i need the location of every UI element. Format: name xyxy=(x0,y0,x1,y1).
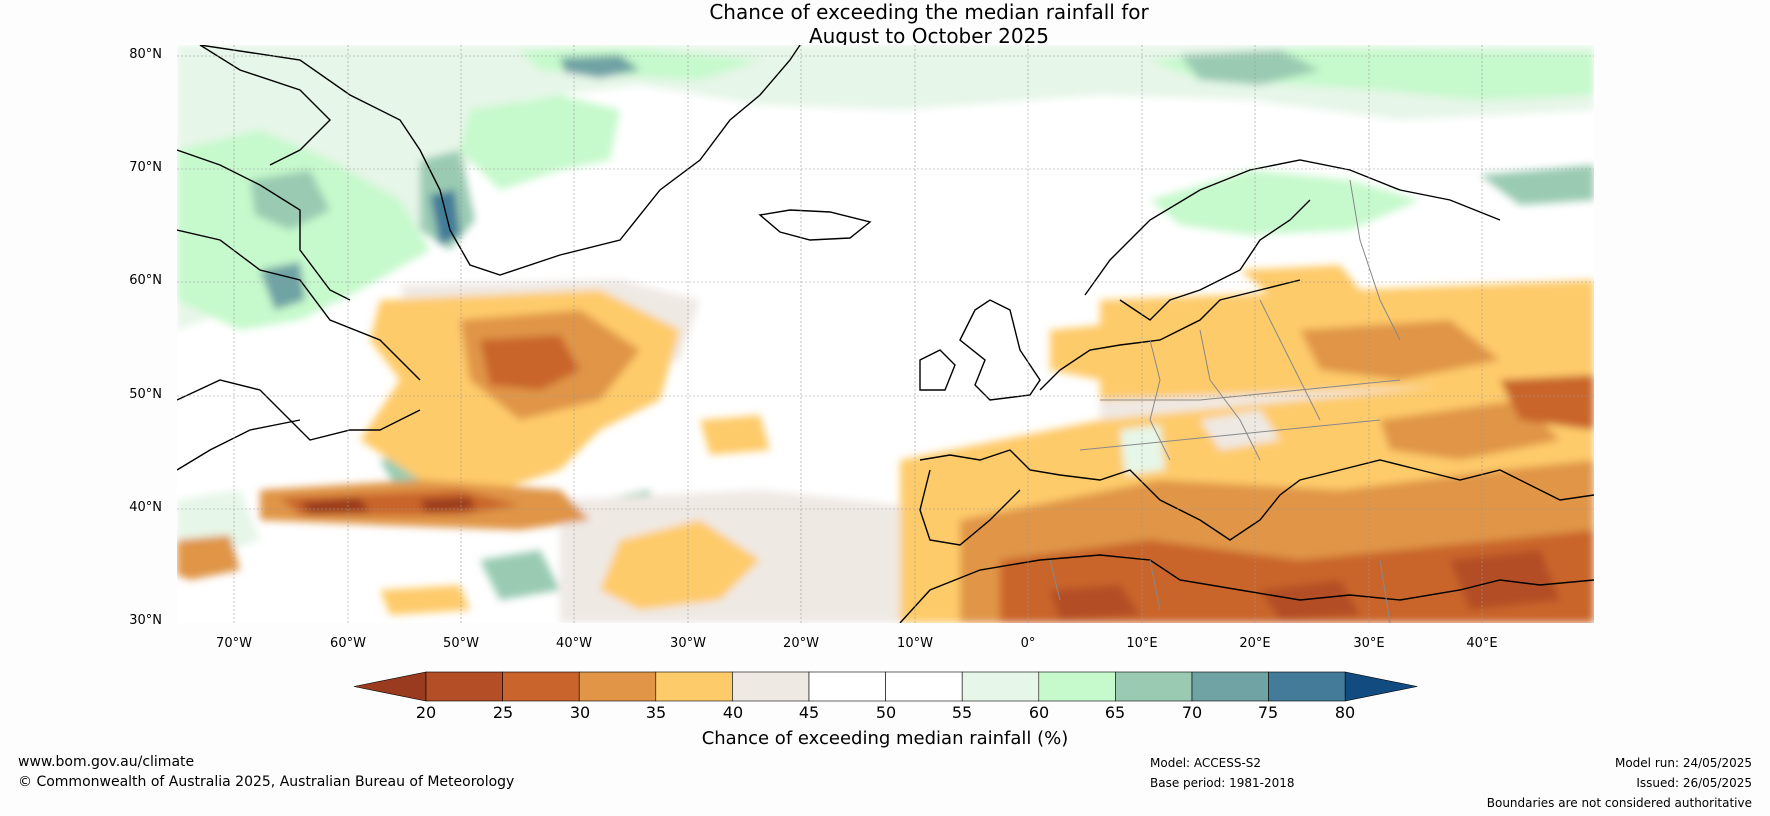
colorbar-tick: 75 xyxy=(1257,703,1279,722)
colorbar-segment xyxy=(1038,671,1116,702)
colorbar-tick: 50 xyxy=(875,703,897,722)
colorbar-segment xyxy=(1191,671,1269,702)
footer-base-period: Base period: 1981-2018 xyxy=(1150,776,1295,790)
colorbar-tick: 30 xyxy=(569,703,591,722)
footer-disclaimer: Boundaries are not considered authoritat… xyxy=(1486,796,1752,810)
graticule xyxy=(177,45,1594,623)
colorbar-extend-high xyxy=(1344,671,1418,702)
lon-label-20w: 20°W xyxy=(783,636,819,651)
colorbar-segment xyxy=(1268,671,1346,702)
lon-label-50w: 50°W xyxy=(443,636,479,651)
lon-label-40w: 40°W xyxy=(556,636,592,651)
colorbar-tick: 25 xyxy=(492,703,514,722)
lat-label-40n: 40°N xyxy=(129,500,162,515)
colorbar-segment xyxy=(732,671,810,702)
colorbar-tick: 35 xyxy=(645,703,667,722)
colorbar-tick: 55 xyxy=(951,703,973,722)
colorbar-segment xyxy=(655,671,733,702)
footer-website: www.bom.gov.au/climate xyxy=(18,754,195,770)
footer-issued: Issued: 26/05/2025 xyxy=(1636,776,1752,790)
lon-label-60w: 60°W xyxy=(330,636,366,651)
colorbar-tick: 65 xyxy=(1104,703,1126,722)
footer-model: Model: ACCESS-S2 xyxy=(1150,756,1262,770)
lat-label-70n: 70°N xyxy=(129,160,162,175)
lon-label-40e: 40°E xyxy=(1466,636,1498,651)
title-line-2: August to October 2025 xyxy=(808,24,1050,48)
colorbar-segment xyxy=(885,671,963,702)
colorbar-segment xyxy=(808,671,886,702)
colorbar xyxy=(353,671,1418,702)
footer-copyright: © Commonwealth of Australia 2025, Austra… xyxy=(18,774,515,790)
lon-label-0: 0° xyxy=(1020,636,1036,651)
map-plot-area xyxy=(177,45,1594,623)
colorbar-tick: 70 xyxy=(1181,703,1203,722)
probability-field xyxy=(177,45,1594,623)
lon-label-10e: 10°E xyxy=(1126,636,1158,651)
lat-label-80n: 80°N xyxy=(129,47,162,62)
footer-model-run: Model run: 24/05/2025 xyxy=(1614,756,1752,770)
colorbar-segment xyxy=(502,671,580,702)
colorbar-segment xyxy=(1115,671,1193,702)
colorbar-segment xyxy=(425,671,503,702)
colorbar-tick: 80 xyxy=(1334,703,1356,722)
colorbar-label: Chance of exceeding median rainfall (%) xyxy=(701,728,1069,749)
country-borders xyxy=(1049,179,1401,623)
lon-label-30e: 30°E xyxy=(1353,636,1385,651)
lon-label-10w: 10°W xyxy=(897,636,933,651)
colorbar-tick: 60 xyxy=(1028,703,1050,722)
lat-label-30n: 30°N xyxy=(129,613,162,628)
title-line-1: Chance of exceeding the median rainfall … xyxy=(709,0,1149,24)
lat-label-60n: 60°N xyxy=(129,273,162,288)
colorbar-tick: 40 xyxy=(722,703,744,722)
colorbar-segment xyxy=(961,671,1040,702)
lon-label-30w: 30°W xyxy=(670,636,706,651)
lat-label-50n: 50°N xyxy=(129,387,162,402)
coastlines xyxy=(177,45,1594,623)
lon-label-70w: 70°W xyxy=(216,636,252,651)
colorbar-segment xyxy=(578,671,657,702)
colorbar-tick: 20 xyxy=(415,703,437,722)
map-title: Chance of exceeding the median rainfall … xyxy=(0,0,1770,48)
colorbar-extend-low xyxy=(353,671,427,702)
lon-label-20e: 20°E xyxy=(1239,636,1271,651)
colorbar-tick: 45 xyxy=(798,703,820,722)
